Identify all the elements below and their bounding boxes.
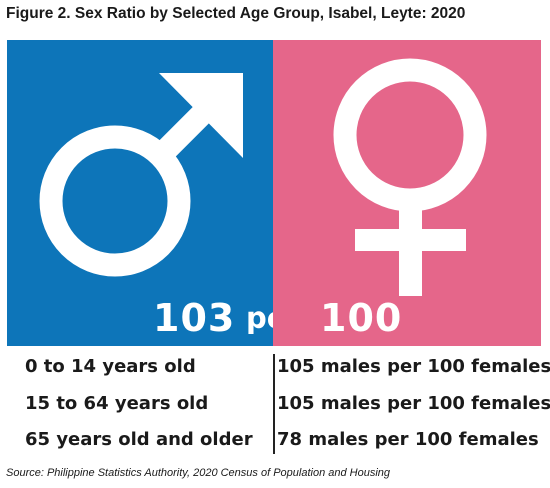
female-ratio-value: 100: [320, 296, 403, 340]
age-group-table: 0 to 14 years old 105 males per 100 fema…: [7, 346, 550, 460]
sex-ratio-value: 105 males per 100 females: [277, 393, 550, 414]
male-symbol-icon: [39, 73, 243, 277]
sex-ratio-value: 105 males per 100 females: [277, 356, 550, 377]
age-group-label: 65 years old and older: [25, 429, 253, 450]
female-symbol-icon: [333, 58, 487, 296]
sex-ratio-value: 78 males per 100 females: [277, 429, 539, 450]
age-group-label: 0 to 14 years old: [25, 356, 196, 377]
table-divider: [273, 354, 275, 454]
male-panel: 103 per: [7, 40, 301, 346]
female-panel: 100: [273, 40, 541, 346]
age-group-label: 15 to 64 years old: [25, 393, 209, 414]
source-note: Source: Philippine Statistics Authority,…: [6, 467, 391, 479]
figure-title: Figure 2. Sex Ratio by Selected Age Grou…: [6, 5, 466, 22]
male-ratio-value: 103: [153, 296, 236, 340]
